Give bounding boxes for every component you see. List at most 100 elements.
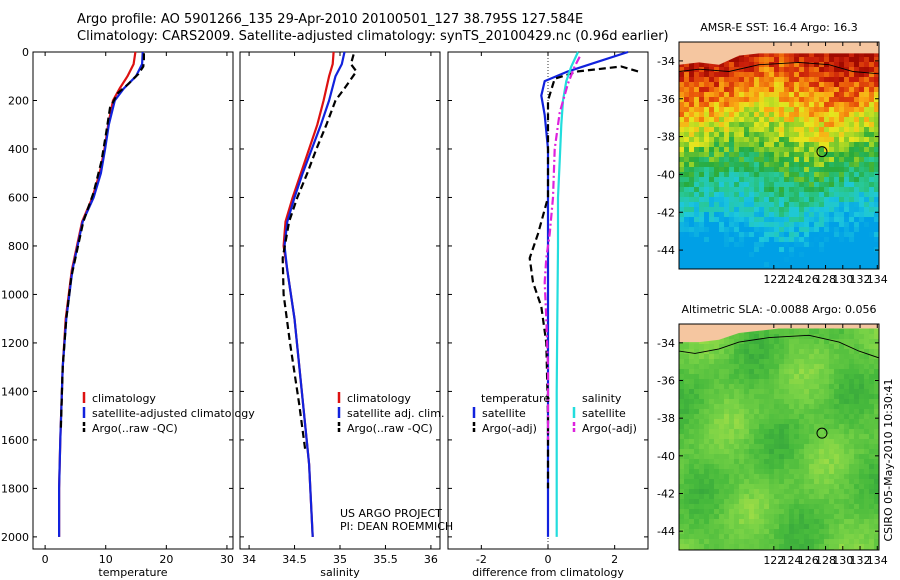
map-cell (719, 489, 725, 495)
map-cell (784, 112, 790, 118)
map-cell (769, 107, 775, 113)
map-cell (794, 489, 800, 495)
map-cell (849, 82, 855, 88)
map-cell (864, 107, 870, 113)
map-cell (699, 374, 705, 380)
map-cell (814, 102, 820, 108)
map-cell (849, 459, 855, 465)
map-cell (779, 162, 785, 168)
map-cell (864, 152, 870, 158)
map-cell (869, 177, 875, 183)
map-cell (744, 127, 750, 133)
map-cell (684, 489, 690, 495)
map-cell (849, 509, 855, 515)
map-cell (764, 232, 770, 238)
map-cell (709, 177, 715, 183)
map-cell (804, 479, 810, 485)
map-cell (824, 52, 830, 58)
map-cell (854, 494, 860, 500)
map-cell (844, 489, 850, 495)
map-cell (749, 539, 755, 545)
map-cell (844, 252, 850, 258)
map-cell (734, 162, 740, 168)
map-cell (759, 454, 765, 460)
map-cell (774, 57, 780, 63)
map-cell (679, 374, 685, 380)
map-cell (759, 399, 765, 405)
map-cell (844, 474, 850, 480)
map-cell (684, 384, 690, 390)
map-cell (719, 389, 725, 395)
map-cell (749, 102, 755, 108)
map-cell (694, 72, 700, 78)
map-cell (789, 257, 795, 263)
map-cell (824, 509, 830, 515)
map-cell (689, 192, 695, 198)
map-cell (739, 247, 745, 253)
map-cell (789, 67, 795, 73)
map-cell (814, 62, 820, 68)
map-cell (739, 167, 745, 173)
map-cell (679, 262, 685, 268)
map-cell (844, 82, 850, 88)
map-cell (784, 242, 790, 248)
map-cell (699, 62, 705, 68)
map-cell (809, 162, 815, 168)
map-cell (759, 132, 765, 138)
map-cell (694, 424, 700, 430)
map-cell (694, 267, 700, 269)
map-cell (689, 152, 695, 158)
map-cell (864, 444, 870, 450)
map-cell (804, 132, 810, 138)
map-cell (714, 157, 720, 163)
map-cell (834, 217, 840, 223)
map-cell (824, 544, 830, 550)
map-cell (799, 399, 805, 405)
map-cell (824, 92, 830, 98)
map-cell (734, 434, 740, 440)
map-cell (709, 202, 715, 208)
map-cell (759, 409, 765, 415)
map-cell (869, 187, 875, 193)
map-cell (744, 384, 750, 390)
map-cell (834, 232, 840, 238)
map-cell (734, 529, 740, 535)
map-cell (874, 72, 879, 78)
map-cell (829, 92, 835, 98)
map-cell (739, 267, 745, 269)
map-cell (814, 127, 820, 133)
map-cell (859, 202, 865, 208)
map-cell (724, 142, 730, 148)
map-cell (774, 474, 780, 480)
map-cell (794, 334, 800, 340)
map-cell (724, 464, 730, 470)
map-cell (734, 369, 740, 375)
map-cell (699, 117, 705, 123)
map-cell (799, 374, 805, 380)
map-cell (854, 409, 860, 415)
map-cell (819, 247, 825, 253)
map-cell (839, 237, 845, 243)
map-cell (689, 524, 695, 530)
map-cell (809, 479, 815, 485)
map-cell (699, 107, 705, 113)
map-cell (764, 504, 770, 510)
map-cell (864, 82, 870, 88)
map-cell (729, 127, 735, 133)
map-cell (834, 444, 840, 450)
map-cell (754, 544, 760, 550)
map-cell (729, 247, 735, 253)
map-cell (714, 72, 720, 78)
map-cell (729, 459, 735, 465)
map-cell (849, 469, 855, 475)
map-cell (764, 77, 770, 83)
map-cell (864, 454, 870, 460)
map-cell (729, 494, 735, 500)
map-cell (779, 479, 785, 485)
map-cell (809, 494, 815, 500)
map-cell (704, 349, 710, 355)
map-cell (834, 534, 840, 540)
map-cell (854, 242, 860, 248)
map-cell (689, 142, 695, 148)
map-cell (709, 504, 715, 510)
